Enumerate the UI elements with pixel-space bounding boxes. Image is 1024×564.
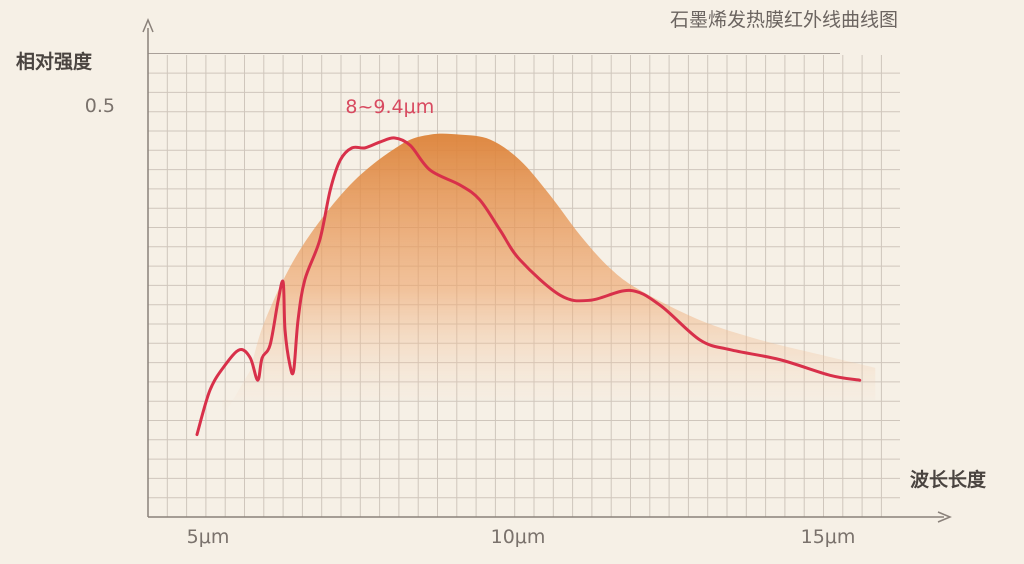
y-axis-arrow-icon (142, 18, 154, 33)
x-axis-label: 波长长度 (910, 468, 987, 491)
measured-line (195, 136, 862, 437)
reference-area (222, 133, 876, 419)
y-axis-label: 相对强度 (16, 50, 93, 73)
x-tick-label: 5μm (187, 526, 230, 548)
x-axis-arrow-icon (937, 511, 952, 523)
annotation-label: 8~9.4μm (345, 96, 434, 118)
x-tick-label: 10μm (491, 526, 546, 548)
chart-title: 石墨烯发热膜红外线曲线图 (670, 9, 898, 31)
y-tick-label: 0.5 (85, 95, 115, 117)
x-tick-label: 15μm (801, 526, 856, 548)
